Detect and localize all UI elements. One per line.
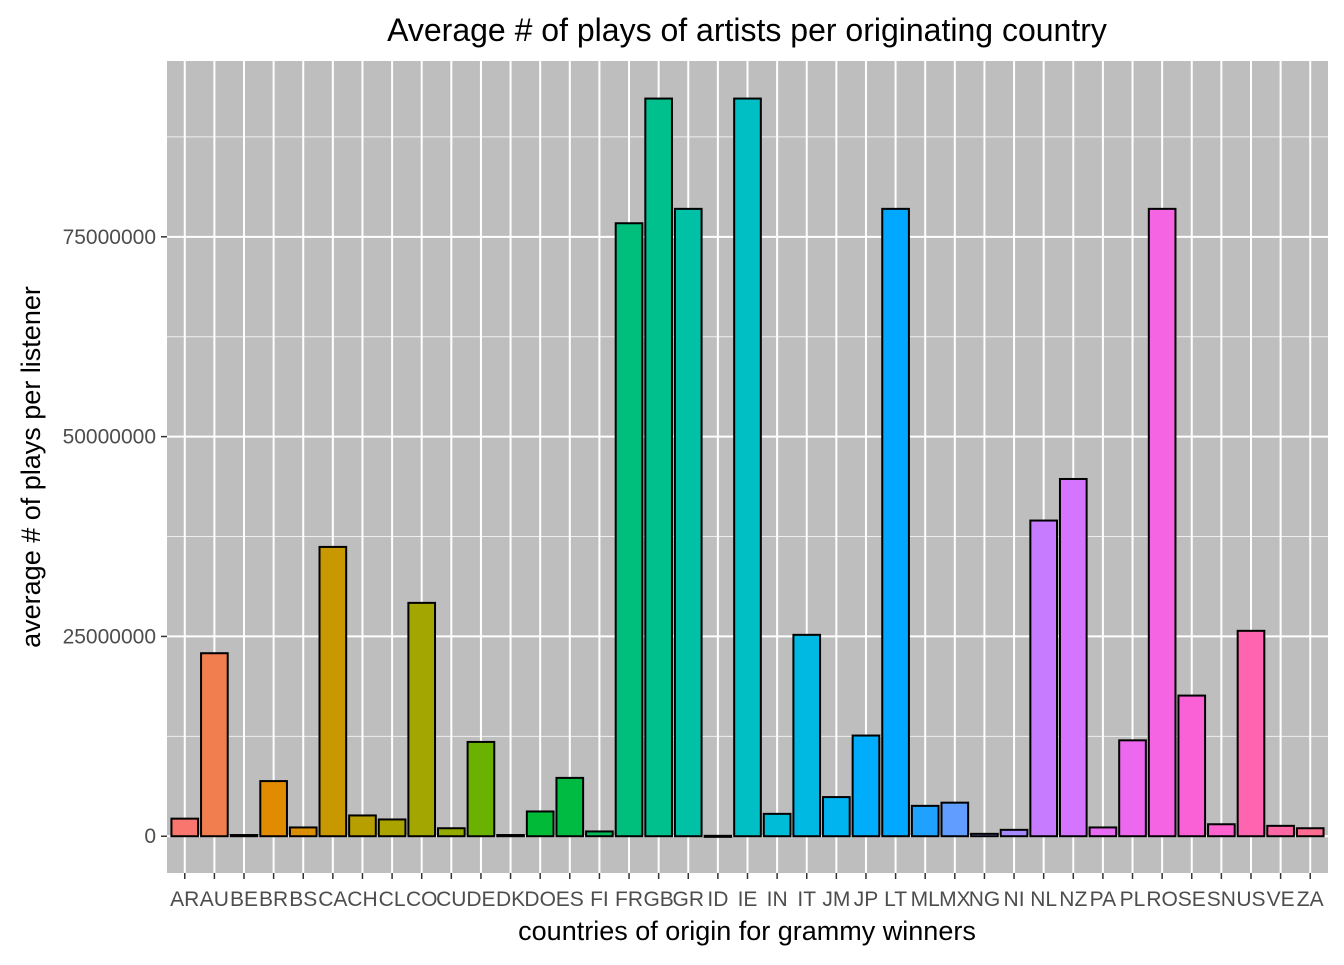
bar-ml <box>910 804 940 838</box>
x-tick-label: NZ <box>1059 888 1087 911</box>
bar-fr <box>614 222 644 838</box>
x-tick-label: DO <box>524 888 556 911</box>
x-tick-label: DE <box>466 888 495 911</box>
bar-za <box>1295 827 1325 838</box>
x-tick-label: ID <box>707 888 728 911</box>
bar-be <box>229 834 259 838</box>
bar-ro <box>1147 207 1177 838</box>
x-tick-label: FI <box>590 888 609 911</box>
y-axis-title: average # of plays per listener <box>16 286 46 648</box>
x-tick-label: ZA <box>1297 888 1324 911</box>
x-tick-label: AU <box>200 888 229 911</box>
y-tick-label: 50000000 <box>63 426 156 449</box>
bar-us <box>1236 629 1266 838</box>
x-tick-label: PA <box>1090 888 1116 911</box>
bar-nz <box>1058 477 1088 838</box>
x-tick-label: CO <box>406 888 438 911</box>
x-tick-label: BR <box>259 888 288 911</box>
x-tick-label: IT <box>797 888 816 911</box>
x-tick-label: GB <box>643 888 673 911</box>
bar-co <box>407 601 437 838</box>
x-tick-label: NL <box>1030 888 1057 911</box>
bar-ie <box>733 97 762 838</box>
bar-dk <box>496 834 525 838</box>
bar-lt <box>881 207 910 838</box>
bar-cl <box>377 818 407 838</box>
x-tick-label: RO <box>1146 888 1178 911</box>
x-tick-label: NG <box>969 888 1001 911</box>
x-tick-label: SE <box>1178 888 1206 911</box>
bar-br <box>259 780 288 838</box>
bar-id <box>703 834 733 838</box>
x-tick-label: VE <box>1267 888 1295 911</box>
bar-pl <box>1118 739 1147 838</box>
bar-ng <box>970 832 999 838</box>
bar-bs <box>288 826 318 838</box>
x-tick-label: IN <box>767 888 788 911</box>
bar-ca <box>318 545 348 838</box>
bar-ar <box>170 817 200 838</box>
x-tick-label: SN <box>1207 888 1236 911</box>
x-tick-label: PL <box>1120 888 1146 911</box>
bar-it <box>792 633 822 838</box>
bar-do <box>525 810 555 838</box>
x-tick-label: MX <box>939 888 971 911</box>
y-tick-label: 75000000 <box>63 226 156 249</box>
bar-jm <box>822 796 851 838</box>
bar-ch <box>348 814 377 838</box>
bar-gr <box>673 207 703 838</box>
grid-lines <box>167 61 1328 873</box>
bar-gb <box>644 97 673 838</box>
x-tick-label: LT <box>884 888 907 911</box>
x-tick-label: FR <box>615 888 643 911</box>
x-tick-label: US <box>1236 888 1265 911</box>
x-tick-label: CH <box>347 888 377 911</box>
x-tick-label: ES <box>556 888 584 911</box>
y-tick-label: 25000000 <box>63 625 156 648</box>
bar-pa <box>1088 826 1118 838</box>
bar-es <box>555 776 585 838</box>
x-tick-label: JP <box>854 888 879 911</box>
x-tick-label: GR <box>673 888 705 911</box>
bar-fi <box>585 830 614 838</box>
x-tick-label: BE <box>230 888 258 911</box>
bar-au <box>200 652 229 838</box>
y-tick-label: 0 <box>144 825 156 848</box>
x-tick-label: CU <box>436 888 466 911</box>
bar-ni <box>999 828 1029 838</box>
chart-title: Average # of plays of artists per origin… <box>387 12 1107 48</box>
bar-mx <box>940 801 970 838</box>
x-tick-label: IE <box>738 888 758 911</box>
x-tick-label: CA <box>318 888 347 911</box>
x-tick-label: JM <box>822 888 850 911</box>
x-tick-label: AR <box>170 888 199 911</box>
bar-jp <box>851 734 881 838</box>
bar-de <box>466 740 496 838</box>
bar-se <box>1177 694 1207 838</box>
bar-nl <box>1029 519 1059 838</box>
x-tick-label: BS <box>289 888 317 911</box>
x-tick-label: ML <box>911 888 940 911</box>
bars <box>170 97 1325 838</box>
x-tick-label: NI <box>1004 888 1025 911</box>
x-axis-title: countries of origin for grammy winners <box>518 916 976 946</box>
bar-in <box>762 812 792 838</box>
x-tick-label: DK <box>496 888 525 911</box>
bar-cu <box>436 827 466 838</box>
bar-sn <box>1207 823 1236 838</box>
bar-ve <box>1266 824 1295 838</box>
x-tick-label: CL <box>379 888 406 911</box>
